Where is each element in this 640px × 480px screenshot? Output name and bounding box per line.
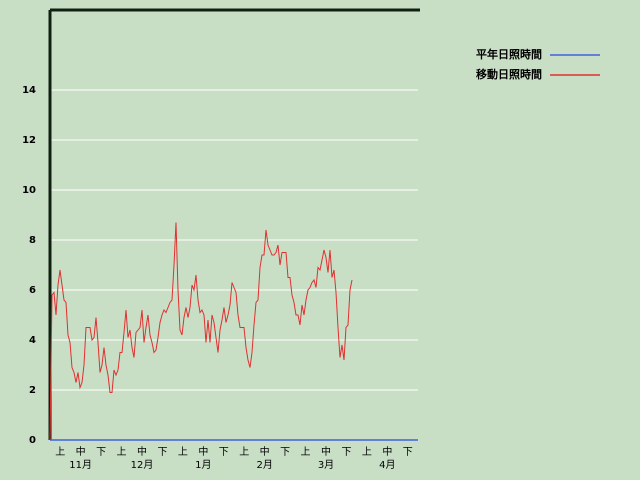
x-tick-label: 下	[341, 447, 351, 458]
y-tick-label: 14	[22, 85, 36, 96]
x-tick-label: 下	[219, 447, 229, 458]
y-tick-label: 10	[22, 185, 36, 196]
x-tick-label: 上	[117, 446, 127, 458]
y-tick-label: 8	[29, 235, 36, 246]
x-tick-label: 上	[301, 446, 311, 458]
x-tick-label: 上	[239, 446, 249, 458]
x-tick-label: 中	[321, 445, 331, 458]
legend-label: 平年日照時間	[476, 47, 542, 61]
x-tick-label: 中	[137, 445, 147, 458]
x-tick-label: 中	[198, 445, 208, 458]
month-label: 4月	[379, 459, 395, 471]
month-label: 12月	[131, 459, 154, 471]
x-tick-label: 中	[260, 445, 270, 458]
x-tick-label: 下	[96, 447, 106, 458]
x-tick-label: 上	[362, 446, 372, 458]
x-tick-label: 下	[157, 447, 167, 458]
x-tick-label: 上	[178, 446, 188, 458]
month-label: 3月	[318, 459, 334, 471]
x-tick-label: 中	[382, 445, 392, 458]
y-tick-label: 12	[22, 135, 36, 146]
month-label: 11月	[69, 459, 92, 471]
y-tick-label: 2	[29, 385, 36, 396]
month-label: 2月	[256, 459, 272, 471]
series-line	[49, 222, 353, 441]
x-tick-label: 上	[55, 446, 65, 458]
x-tick-label: 下	[280, 447, 290, 458]
legend-label: 移動日照時間	[476, 67, 542, 81]
month-label: 1月	[195, 459, 211, 471]
y-tick-label: 0	[29, 435, 36, 446]
x-tick-label: 中	[76, 445, 86, 458]
x-tick-label: 下	[403, 447, 413, 458]
y-tick-label: 4	[29, 335, 36, 346]
y-tick-label: 6	[29, 285, 36, 296]
